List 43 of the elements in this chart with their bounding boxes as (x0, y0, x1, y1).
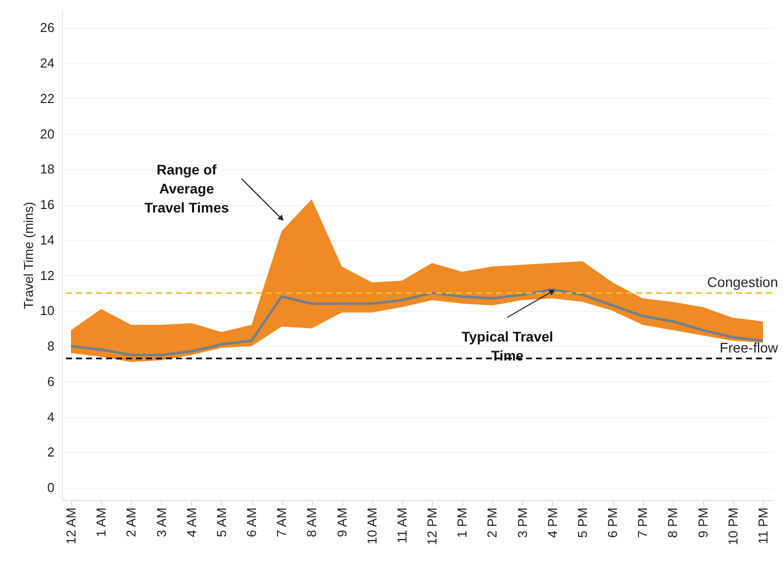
y-tick-label: 2 (47, 444, 54, 460)
y-tick-label: 16 (40, 197, 54, 212)
y-tick-label: 20 (40, 126, 54, 142)
x-tick-label: 4 AM (184, 508, 199, 538)
x-tick-label: 10 AM (364, 508, 380, 544)
x-tick-label: 7 AM (274, 508, 290, 538)
y-tick-label: 0 (47, 480, 54, 496)
x-tick-label: 1 AM (94, 508, 109, 538)
ref-line-label: Free-flow (720, 339, 779, 356)
y-tick-label: 26 (40, 20, 54, 36)
y-tick-label: 24 (40, 56, 54, 71)
y-tick-label: 14 (40, 232, 54, 248)
x-tick-label: 2 AM (124, 508, 139, 538)
x-tick-label: 3 AM (154, 508, 169, 538)
x-tick-label: 7 PM (635, 508, 650, 538)
x-tick-label: 3 PM (514, 508, 530, 538)
x-tick-label: 11 AM (394, 508, 410, 544)
y-tick-label: 6 (47, 374, 54, 389)
y-tick-label: 10 (40, 303, 54, 318)
y-tick-label: 12 (40, 268, 54, 283)
y-tick-label: 4 (47, 409, 54, 424)
y-axis-title: Travel Time (mins) (21, 202, 36, 310)
x-tick-label: 10 PM (725, 508, 740, 546)
x-tick-label: 6 PM (605, 508, 620, 538)
x-tick-label: 5 PM (574, 508, 590, 538)
x-tick-label: 8 AM (304, 508, 320, 538)
x-tick-label: 9 PM (695, 508, 710, 538)
x-tick-label: 8 PM (665, 508, 680, 538)
x-tick-label: 11 PM (755, 508, 770, 544)
x-tick-label: 1 PM (454, 508, 470, 538)
x-tick-label: 9 AM (334, 508, 350, 538)
x-tick-label: 4 PM (544, 508, 560, 538)
ref-line-label: Congestion (707, 274, 778, 290)
x-tick-label: 12 AM (64, 508, 79, 544)
annotation: Typical Travel Time (462, 328, 554, 364)
y-tick-label: 22 (40, 90, 54, 106)
y-tick-label: 8 (47, 338, 54, 354)
x-tick-label: 6 AM (244, 508, 260, 538)
x-tick-label: 2 PM (484, 508, 500, 538)
annotation: Range of Average Travel Times (144, 162, 230, 216)
x-tick-label: 5 AM (214, 508, 229, 538)
y-tick-label: 18 (40, 162, 54, 177)
x-tick-label: 12 PM (424, 508, 440, 546)
